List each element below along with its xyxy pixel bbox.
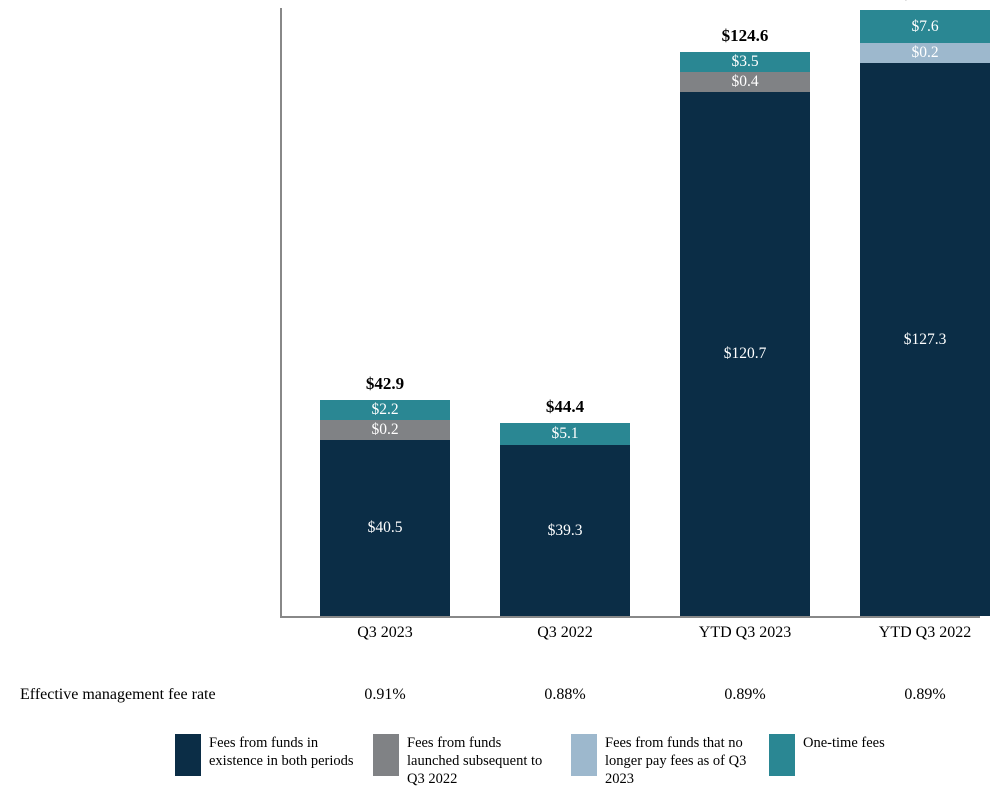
bar-segment-one_time: $3.5 bbox=[680, 52, 810, 72]
fee-rate-value: 0.89% bbox=[840, 686, 991, 704]
bar-segment-one_time: $5.1 bbox=[500, 423, 630, 445]
bar-stack: $40.5$0.2$2.2 bbox=[320, 400, 450, 616]
y-axis bbox=[280, 8, 282, 616]
bar-total-label: $124.6 bbox=[680, 26, 810, 46]
fee-rate-value: 0.91% bbox=[300, 686, 470, 704]
bar-segment-one_time: $7.6 bbox=[860, 10, 990, 43]
bar-group: $124.6$120.7$0.4$3.5 bbox=[680, 52, 810, 616]
legend-item-one_time: One-time fees bbox=[769, 734, 885, 788]
bar-total-label: $42.9 bbox=[320, 374, 450, 394]
bar-group: $42.9$40.5$0.2$2.2 bbox=[320, 400, 450, 616]
bar-segment-both_periods: $120.7 bbox=[680, 92, 810, 616]
fee-rate-value: 0.89% bbox=[660, 686, 830, 704]
bar-segment-one_time: $2.2 bbox=[320, 400, 450, 420]
legend-item-no_longer_pay: Fees from funds that no longer pay fees … bbox=[571, 734, 755, 788]
bar-group: $135.1$127.3$0.2$7.6 bbox=[860, 10, 990, 616]
x-axis-label: YTD Q3 2023 bbox=[660, 624, 830, 642]
fee-rate-value: 0.88% bbox=[480, 686, 650, 704]
bar-segment-launched_subsequent: $0.4 bbox=[680, 72, 810, 92]
legend-swatch bbox=[769, 734, 795, 776]
bar-segment-both_periods: $127.3 bbox=[860, 63, 990, 616]
legend-swatch bbox=[373, 734, 399, 776]
x-axis-label: Q3 2023 bbox=[300, 624, 470, 642]
bar-stack: $39.3$5.1 bbox=[500, 423, 630, 616]
legend: Fees from funds in existence in both per… bbox=[175, 734, 971, 788]
x-axis bbox=[280, 616, 980, 618]
bar-total-label: $44.4 bbox=[500, 397, 630, 417]
legend-text: Fees from funds launched subsequent to Q… bbox=[407, 734, 557, 788]
bar-segment-both_periods: $39.3 bbox=[500, 445, 630, 616]
legend-text: One-time fees bbox=[803, 734, 885, 752]
bar-stack: $120.7$0.4$3.5 bbox=[680, 52, 810, 616]
x-axis-label: YTD Q3 2022 bbox=[840, 624, 991, 642]
fee-rate-label: Effective management fee rate bbox=[20, 686, 216, 704]
legend-text: Fees from funds in existence in both per… bbox=[209, 734, 359, 770]
legend-item-both_periods: Fees from funds in existence in both per… bbox=[175, 734, 359, 788]
bar-segment-both_periods: $40.5 bbox=[320, 440, 450, 616]
legend-item-launched_subsequent: Fees from funds launched subsequent to Q… bbox=[373, 734, 557, 788]
bar-stack: $127.3$0.2$7.6 bbox=[860, 10, 990, 616]
x-axis-label: Q3 2022 bbox=[480, 624, 650, 642]
legend-swatch bbox=[571, 734, 597, 776]
bar-group: $44.4$39.3$5.1 bbox=[500, 423, 630, 616]
legend-swatch bbox=[175, 734, 201, 776]
chart-plot-area: $42.9$40.5$0.2$2.2$44.4$39.3$5.1$124.6$1… bbox=[280, 8, 980, 628]
bar-segment-launched_subsequent: $0.2 bbox=[320, 420, 450, 440]
legend-text: Fees from funds that no longer pay fees … bbox=[605, 734, 755, 788]
bar-segment-no_longer_pay: $0.2 bbox=[860, 43, 990, 63]
bar-total-label: $135.1 bbox=[860, 0, 990, 4]
